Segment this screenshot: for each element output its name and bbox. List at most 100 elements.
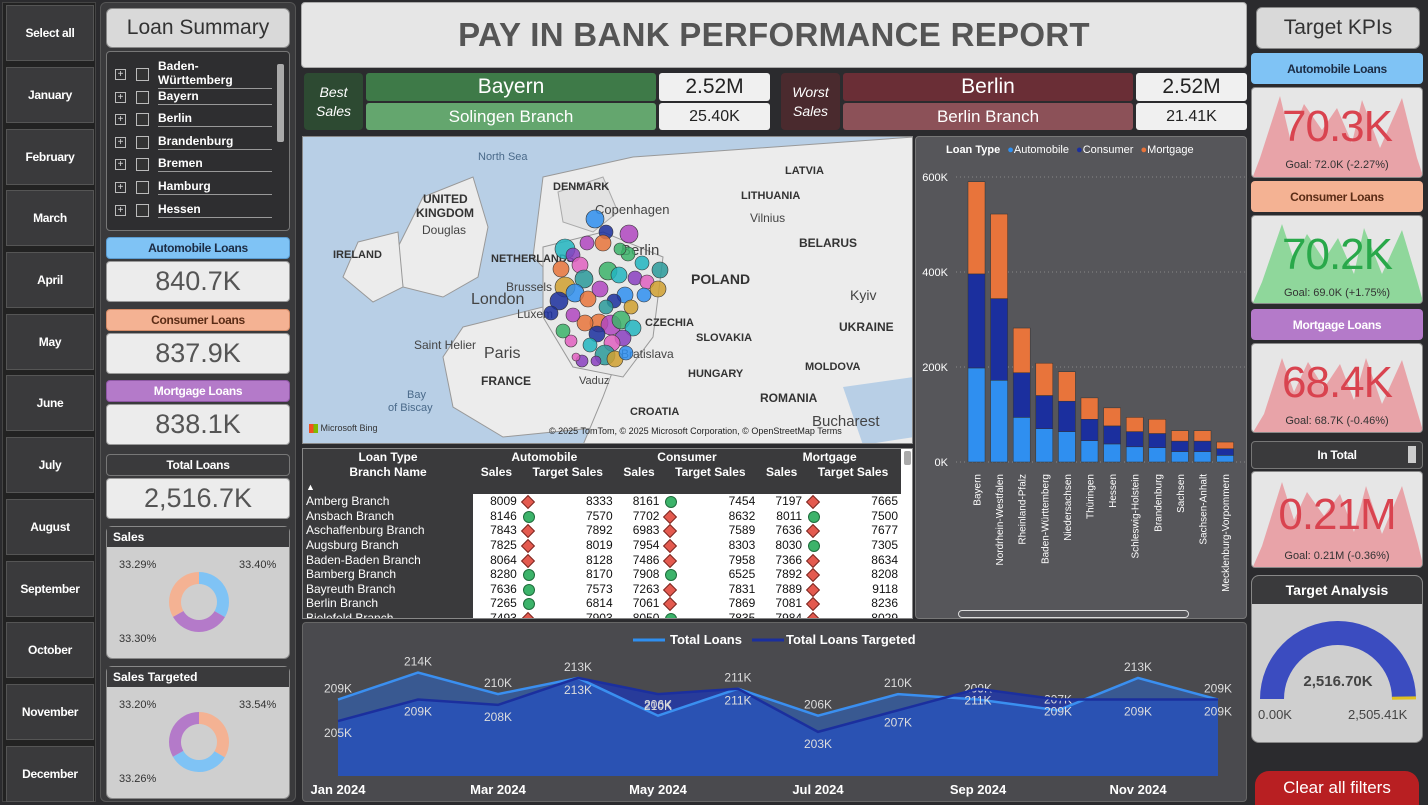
branch-bubble[interactable] xyxy=(591,280,609,298)
bar-segment[interactable] xyxy=(1148,419,1167,434)
branch-bubble[interactable] xyxy=(624,319,642,337)
branch-bubble[interactable] xyxy=(564,334,578,348)
month-may[interactable]: May xyxy=(6,314,94,370)
slicer-scrollbar[interactable] xyxy=(277,64,284,142)
table-scrollbar[interactable] xyxy=(904,451,911,465)
bar-segment[interactable] xyxy=(1171,430,1189,442)
table-row[interactable]: Augsburg Branch 7825 8019 7954 8303 8030 7305 xyxy=(303,537,901,553)
bar-segment[interactable] xyxy=(1103,407,1121,427)
branch-bubble[interactable] xyxy=(651,261,669,279)
bar-segment[interactable] xyxy=(1216,455,1234,463)
month-september[interactable]: September xyxy=(6,561,94,617)
branch-bubble[interactable] xyxy=(594,234,612,252)
branch-bubble[interactable] xyxy=(610,266,628,284)
bar-segment[interactable] xyxy=(1216,448,1234,456)
table-row[interactable]: Bielefeld Branch 7493 7903 8050 7835 7984 8029 xyxy=(303,610,901,618)
checkbox[interactable] xyxy=(136,180,149,194)
branch-bubble[interactable] xyxy=(579,235,595,251)
kpi-scrollbar[interactable] xyxy=(1408,446,1416,463)
branch-bubble[interactable] xyxy=(623,299,639,315)
branch-bubble[interactable] xyxy=(574,269,594,289)
branch-bubble[interactable] xyxy=(634,255,650,271)
branch-bubble[interactable] xyxy=(576,314,594,332)
bar-segment[interactable] xyxy=(967,181,986,275)
expand-icon[interactable]: + xyxy=(115,136,126,148)
bar-segment[interactable] xyxy=(1125,417,1144,432)
checkbox[interactable] xyxy=(136,157,149,171)
table-row[interactable]: Amberg Branch 8009 8333 8161 7454 7197 7665 xyxy=(303,494,901,510)
branch-bubble[interactable] xyxy=(555,323,571,339)
bar-segment[interactable] xyxy=(1080,419,1099,441)
bar-segment[interactable] xyxy=(1216,441,1234,449)
expand-icon[interactable]: + xyxy=(115,158,126,170)
branch-bubble[interactable] xyxy=(590,355,602,367)
branch-map[interactable]: UNITED KINGDOM IRELAND DENMARK NETHERLAN… xyxy=(302,136,913,444)
series-line[interactable] xyxy=(337,676,1218,734)
state-item[interactable]: + Hessen xyxy=(115,200,272,220)
branch-bubble[interactable] xyxy=(582,337,598,353)
bar-segment[interactable] xyxy=(1125,431,1144,448)
col-target-sales[interactable]: Target Sales xyxy=(519,464,616,479)
bar-segment[interactable] xyxy=(1058,431,1076,463)
state-item[interactable]: + Brandenburg xyxy=(115,132,272,152)
branch-bubble[interactable] xyxy=(565,307,581,323)
table-row[interactable]: Bayreuth Branch 7636 7573 7263 7831 7889 9118 xyxy=(303,581,901,597)
bar-segment[interactable] xyxy=(1193,451,1212,463)
bar-segment[interactable] xyxy=(990,380,1008,463)
bar-segment[interactable] xyxy=(1103,443,1121,463)
bar-chart-scrollbar[interactable] xyxy=(958,610,1189,618)
branch-bubble[interactable] xyxy=(549,291,569,311)
branch-bubble[interactable] xyxy=(619,224,639,244)
state-item[interactable]: + Hamburg xyxy=(115,177,272,197)
table-row[interactable]: Bamberg Branch 8280 8170 7908 6525 7892 8208 xyxy=(303,566,901,583)
donut-slice[interactable] xyxy=(199,572,229,618)
bar-segment[interactable] xyxy=(967,367,986,463)
month-december[interactable]: December xyxy=(6,746,94,802)
state-item[interactable]: + Bayern xyxy=(115,87,272,107)
month-july[interactable]: July xyxy=(6,437,94,493)
bar-segment[interactable] xyxy=(1148,433,1167,448)
branch-bubble[interactable] xyxy=(649,280,667,298)
col-sales[interactable]: Sales xyxy=(758,464,806,479)
branch-bubble[interactable] xyxy=(579,290,597,308)
legend-item[interactable]: Consumer xyxy=(1082,144,1134,156)
bar-segment[interactable] xyxy=(1012,417,1031,463)
bar-segment[interactable] xyxy=(1171,440,1189,452)
month-select-all[interactable]: Select all xyxy=(6,5,94,61)
state-item[interactable]: + Bremen xyxy=(115,154,272,174)
donut-slice[interactable] xyxy=(169,712,199,757)
bar-segment[interactable] xyxy=(1148,447,1167,463)
bar-segment[interactable] xyxy=(1080,397,1099,420)
month-march[interactable]: March xyxy=(6,190,94,246)
expand-icon[interactable]: + xyxy=(115,91,126,103)
bar-segment[interactable] xyxy=(1171,451,1189,463)
branch-bubble[interactable] xyxy=(552,260,570,278)
checkbox[interactable] xyxy=(136,90,149,104)
legend-total-targeted[interactable]: Total Loans Targeted xyxy=(786,632,916,647)
bar-segment[interactable] xyxy=(990,298,1008,381)
branch-bubble[interactable] xyxy=(636,287,652,303)
month-january[interactable]: January xyxy=(6,67,94,123)
legend-item[interactable]: Mortgage xyxy=(1147,144,1194,156)
state-item[interactable]: + Berlin xyxy=(115,109,272,129)
bar-segment[interactable] xyxy=(967,273,986,369)
bar-segment[interactable] xyxy=(1035,395,1054,429)
bar-segment[interactable] xyxy=(1103,425,1121,445)
month-april[interactable]: April xyxy=(6,252,94,308)
sort-icon[interactable]: ▲ xyxy=(303,479,473,494)
bar-segment[interactable] xyxy=(1193,440,1212,452)
branch-bubble[interactable] xyxy=(543,305,559,321)
donut-slice[interactable] xyxy=(199,712,229,758)
donut-slice[interactable] xyxy=(172,750,225,772)
clear-filters-button[interactable]: Clear all filters xyxy=(1255,771,1419,805)
legend-total-loans[interactable]: Total Loans xyxy=(670,632,742,647)
checkbox[interactable] xyxy=(136,135,149,149)
month-august[interactable]: August xyxy=(6,499,94,555)
expand-icon[interactable]: + xyxy=(115,68,126,80)
series-line[interactable] xyxy=(337,671,1219,718)
table-row[interactable]: Berlin Branch 7265 6814 7061 7869 7081 8236 xyxy=(303,596,901,612)
donut-slice[interactable] xyxy=(169,572,199,617)
state-item[interactable]: + Baden-Württemberg xyxy=(115,59,272,89)
checkbox[interactable] xyxy=(136,203,149,217)
month-june[interactable]: June xyxy=(6,375,94,431)
